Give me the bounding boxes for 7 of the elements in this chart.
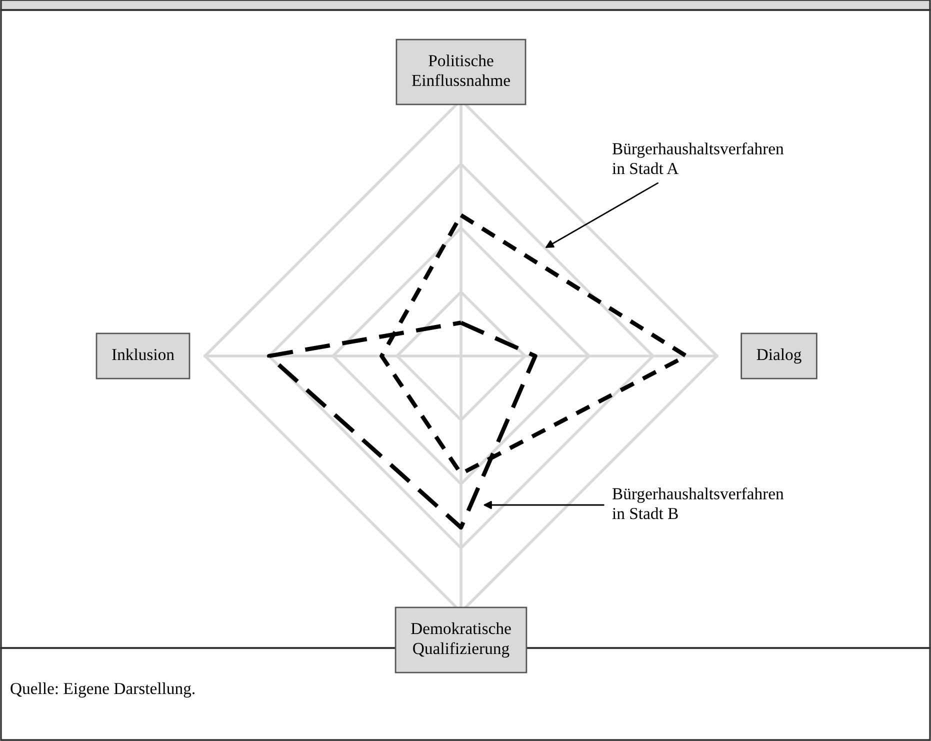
spoke-label: Dialog	[756, 348, 802, 364]
spoke-label: Politische Einflussnahme	[412, 54, 510, 86]
spoke-label: Demokratische Qualifizierung	[411, 622, 511, 658]
spoke-label: Inklusion	[112, 348, 174, 360]
text: Bürgerhaushaltsverfahren in Stadt B	[612, 487, 784, 520]
text: Bürgerhaushaltsverfahren in Stadt A	[612, 142, 784, 174]
source-note: Quelle: Eigene Darstellung.	[10, 682, 194, 698]
